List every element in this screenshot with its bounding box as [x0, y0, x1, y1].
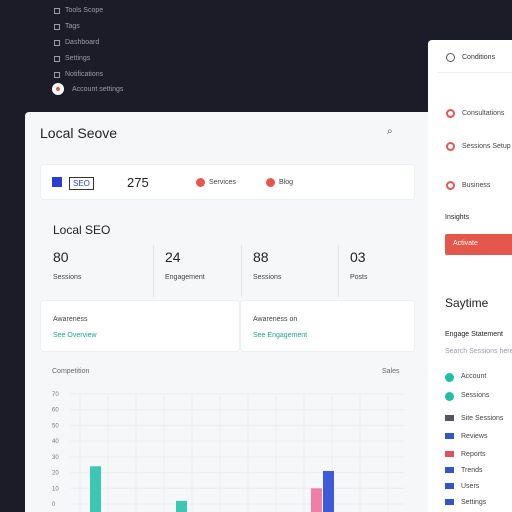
list-item[interactable]: Reviews [461, 433, 488, 440]
stat-label: Sessions [253, 274, 282, 281]
link-icon [196, 178, 205, 187]
panel-item[interactable]: Sessions Setup [462, 143, 511, 150]
menu-icon [54, 56, 60, 62]
list-item[interactable]: Trends [461, 467, 483, 474]
y-tick-label: 10 [52, 486, 59, 492]
menu-item[interactable]: Tags [65, 23, 80, 30]
divider [153, 245, 154, 297]
item-icon [446, 142, 455, 151]
stat-value: 24 [165, 249, 181, 265]
divider [338, 245, 339, 297]
sidebar: Tools Scope Tags Dashboard Settings Notifica… [0, 0, 160, 110]
bar [176, 500, 187, 512]
stat-label: Engagement [165, 274, 205, 281]
menu-icon [54, 8, 60, 14]
y-tick-label: 70 [52, 392, 59, 398]
panel-item[interactable]: Business [462, 182, 491, 189]
count: 275 [127, 175, 149, 190]
menu-icon [54, 72, 60, 78]
panel-header: Conditions [462, 54, 496, 61]
list-icon [445, 483, 454, 489]
card-link[interactable]: See Engagement [253, 332, 308, 339]
card: Awareness See Overview [40, 300, 240, 352]
stats-row: 80 Sessions 24 Engagement 88 Sessions 03 Posts [40, 245, 415, 297]
icon: ⌕ [387, 126, 393, 137]
list-item[interactable]: Users [461, 483, 480, 490]
y-tick-label: 50 [52, 423, 59, 429]
stat-value: 80 [53, 249, 69, 265]
stat-value: 03 [350, 249, 366, 265]
menu-item[interactable]: Dashboard [65, 39, 100, 46]
avatar-dot [56, 87, 60, 91]
list-item[interactable]: Settings [461, 499, 487, 506]
y-tick-label: 20 [52, 471, 59, 477]
divider [438, 72, 512, 73]
icon [446, 53, 455, 62]
search[interactable]: Search Sessions here [445, 348, 512, 355]
section: Insights [445, 214, 470, 221]
item-icon [446, 109, 455, 118]
bar [323, 471, 334, 512]
card-link[interactable]: See Overview [53, 332, 97, 339]
list-icon [445, 433, 454, 439]
list-item[interactable]: Sessions [461, 392, 490, 399]
main-panel: Local Seove ⌕ SEO 275 Services Blog Loca… [25, 112, 430, 512]
link[interactable]: Blog [279, 179, 294, 186]
list-item[interactable]: Account [461, 373, 487, 380]
summary-card: SEO 275 Services Blog [40, 164, 415, 200]
item-icon [446, 181, 455, 190]
bar [90, 466, 101, 512]
list-icon [445, 373, 454, 382]
menu-icon [54, 24, 60, 30]
chart-title: Competition [52, 368, 90, 375]
stat-label: Posts [350, 274, 368, 281]
y-tick-label: 0 [52, 502, 56, 508]
card: Awareness on See Engagement [240, 300, 415, 352]
y-tick-label: 60 [52, 408, 59, 414]
tag-icon [52, 177, 62, 187]
y-tick-label: 30 [52, 455, 59, 461]
tag: SEO [69, 177, 94, 190]
list-icon [445, 415, 454, 421]
user[interactable]: Account settings [72, 86, 124, 93]
list-item[interactable]: Site Sessions [461, 415, 504, 422]
list-icon [445, 451, 454, 457]
list-item[interactable]: Reports [461, 451, 486, 458]
list-icon [445, 499, 454, 505]
panel-item[interactable]: Consultations [462, 110, 505, 117]
chart: 70 60 50 40 30 20 10 0 [52, 392, 405, 512]
divider [241, 245, 242, 297]
right-panel: Conditions Consultations Sessions Setup Bus… [428, 40, 512, 512]
menu-item[interactable]: Notifications [65, 71, 104, 78]
card-title: Awareness on [253, 316, 298, 323]
section-title: Local SEO [53, 223, 111, 237]
subtitle: Engage Statement [445, 331, 503, 338]
menu-item[interactable]: Tools Scope [65, 7, 104, 14]
y-tick-label: 40 [52, 439, 59, 445]
chart-legend: Sales [382, 368, 400, 375]
panel-title: Saytime [445, 296, 489, 310]
list-icon [445, 392, 454, 401]
menu-icon [54, 40, 60, 46]
link[interactable]: Services [209, 179, 236, 186]
button-label[interactable]: Activate [453, 240, 478, 247]
stat-value: 88 [253, 249, 269, 265]
main-title: Local Seove [40, 125, 118, 141]
list-icon [445, 467, 454, 473]
bar [311, 488, 322, 512]
link-icon [266, 178, 275, 187]
menu-item[interactable]: Settings [65, 55, 91, 62]
stat-label: Sessions [53, 274, 82, 281]
button [445, 234, 512, 255]
card-title: Awareness [53, 316, 88, 323]
